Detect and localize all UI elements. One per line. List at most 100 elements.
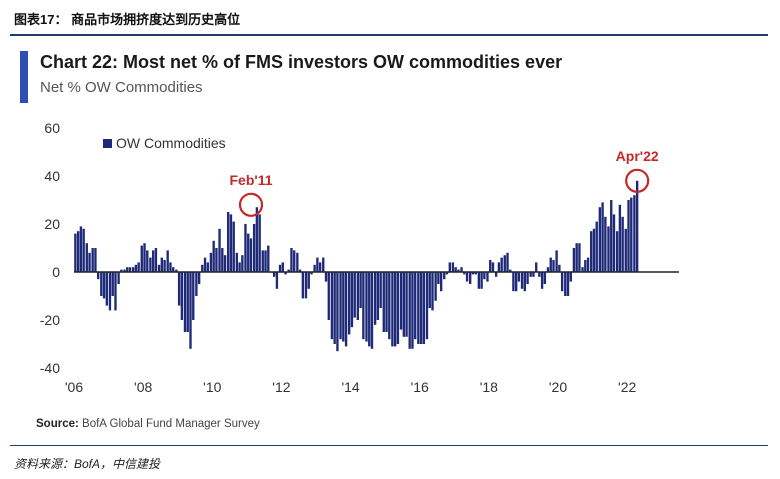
bar: [111, 272, 114, 296]
bar: [117, 272, 120, 284]
bar: [348, 272, 351, 335]
bar: [342, 272, 345, 342]
bar: [244, 224, 247, 272]
bottom-divider: [10, 445, 768, 446]
bar: [108, 272, 112, 311]
bar: [91, 248, 94, 272]
bar: [235, 252, 239, 272]
bar: [465, 272, 469, 282]
bar: [157, 264, 161, 272]
bar: [572, 248, 576, 272]
bar: [356, 272, 360, 320]
bar: [298, 269, 302, 272]
bar: [428, 272, 431, 308]
chart-title: Chart 22: Most net % of FMS investors OW…: [40, 52, 563, 72]
bar: [610, 200, 613, 272]
bar: [82, 228, 85, 272]
bar: [633, 195, 636, 272]
x-tick-label: '20: [549, 379, 567, 395]
bar: [457, 269, 460, 272]
bar: [500, 257, 503, 272]
bar: [402, 272, 405, 337]
y-tick-label: 60: [44, 120, 60, 136]
bar: [134, 264, 138, 272]
bar: [376, 272, 380, 320]
annotation-label: Apr'22: [616, 148, 659, 164]
bar: [180, 272, 184, 320]
bar: [586, 257, 590, 272]
x-axis: '06 '08 '10 '12 '14 '16 '18 '20 '22: [65, 379, 637, 395]
annotation-circle: [625, 168, 650, 193]
legend-swatch: [103, 139, 112, 148]
x-tick-label: '10: [203, 379, 221, 395]
bar: [388, 272, 391, 340]
bar: [284, 272, 287, 275]
annotation-circle: [238, 192, 264, 217]
bar: [552, 260, 555, 272]
bar: [379, 272, 382, 308]
bar: [281, 262, 284, 272]
bar: [154, 248, 158, 272]
bar: [215, 248, 218, 272]
bar: [105, 272, 109, 306]
data-source-note: 资料来源：BofA，中信建投: [14, 457, 161, 471]
bar: [203, 257, 207, 272]
bar: [362, 272, 365, 340]
bar: [261, 250, 264, 272]
bar: [287, 269, 290, 272]
bar: [373, 272, 377, 325]
bar: [197, 272, 201, 284]
bar: [439, 272, 443, 292]
source-label: Source:: [36, 418, 79, 430]
bar: [102, 272, 106, 299]
bar: [123, 269, 126, 272]
bar: [212, 240, 215, 272]
y-axis: -40 -20 0 20 40 60: [40, 120, 60, 376]
bar: [195, 272, 198, 296]
bar: [318, 262, 322, 272]
bar: [506, 252, 509, 272]
bar: [206, 262, 209, 272]
bar: [76, 231, 80, 272]
bar: [460, 267, 463, 272]
bar: [166, 250, 169, 272]
bar: [393, 272, 397, 347]
bar: [417, 272, 420, 344]
bar: [391, 272, 394, 347]
bar: [221, 248, 224, 272]
bar: [209, 252, 213, 272]
source-note: Source: BofA Global Fund Manager Survey: [36, 418, 260, 430]
bar: [313, 264, 316, 272]
bar: [595, 221, 598, 272]
bar: [477, 272, 481, 289]
bar: [425, 272, 429, 340]
bar: [238, 262, 241, 272]
bar: [540, 272, 544, 289]
bar: [137, 262, 140, 272]
bar: [612, 214, 616, 272]
bar: [532, 272, 535, 277]
bar: [316, 257, 319, 272]
bar: [624, 228, 627, 272]
bar: [97, 272, 100, 280]
bar: [307, 272, 310, 289]
bar: [120, 269, 123, 272]
bar: [445, 272, 449, 275]
bar: [232, 221, 235, 272]
bar: [322, 257, 325, 272]
bar: [509, 269, 512, 272]
bar: [399, 272, 403, 330]
top-divider: [10, 34, 768, 36]
bar: [584, 260, 587, 272]
bar: [163, 260, 166, 272]
bar: [581, 267, 584, 272]
bar: [615, 231, 619, 272]
annotation-label: Feb'11: [229, 172, 272, 188]
bar: [520, 272, 524, 289]
bar: [192, 272, 195, 320]
bar: [592, 228, 596, 272]
bar: [489, 260, 492, 272]
bar: [330, 272, 334, 340]
bar: [555, 250, 558, 272]
bar: [564, 272, 567, 296]
